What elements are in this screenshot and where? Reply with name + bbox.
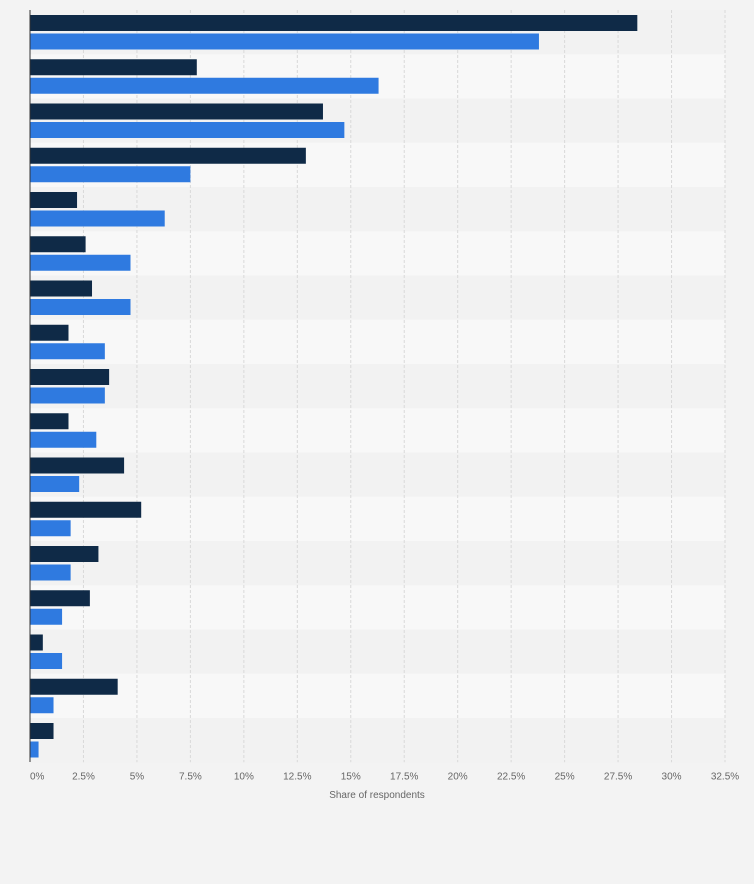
x-tick-label: 27.5% (604, 771, 632, 782)
x-tick-label: 12.5% (283, 771, 311, 782)
bar-series-2[interactable] (30, 608, 63, 625)
bar-series-1[interactable] (30, 678, 118, 695)
bar-series-1[interactable] (30, 324, 69, 341)
x-tick-label: 2.5% (72, 771, 95, 782)
bar-series-1[interactable] (30, 546, 99, 562)
bar-series-2[interactable] (30, 343, 105, 360)
bar-series-1[interactable] (30, 236, 86, 253)
bar-series-2[interactable] (30, 431, 97, 448)
row-band (30, 275, 725, 320)
x-tick-label: 10% (234, 771, 254, 782)
x-tick-label: 0% (30, 771, 45, 782)
x-axis-title: Share of respondents (329, 790, 425, 801)
row-band (30, 629, 725, 674)
x-tick-label: 32.5% (711, 771, 739, 782)
bar-series-1[interactable] (30, 590, 90, 607)
bar-series-2[interactable] (30, 122, 345, 138)
row-band (30, 319, 725, 364)
bar-series-1[interactable] (30, 413, 69, 430)
bar-series-1[interactable] (30, 103, 323, 120)
row-band (30, 496, 725, 541)
bar-series-2[interactable] (30, 741, 39, 758)
bar-series-2[interactable] (30, 476, 80, 492)
x-tick-label: 7.5% (179, 771, 202, 782)
bar-series-2[interactable] (30, 33, 539, 50)
bar-series-1[interactable] (30, 369, 110, 385)
bar-series-2[interactable] (30, 77, 379, 94)
row-band (30, 541, 725, 586)
x-tick-label: 5% (130, 771, 145, 782)
bar-series-2[interactable] (30, 653, 63, 669)
bar-series-1[interactable] (30, 723, 54, 739)
bar-series-2[interactable] (30, 299, 131, 315)
bar-series-2[interactable] (30, 564, 71, 581)
bar-series-1[interactable] (30, 147, 306, 164)
x-tick-label: 22.5% (497, 771, 525, 782)
bar-series-1[interactable] (30, 15, 638, 31)
x-tick-label: 25% (555, 771, 575, 782)
row-band (30, 585, 725, 630)
row-band (30, 673, 725, 718)
bar-series-2[interactable] (30, 387, 105, 404)
x-tick-label: 17.5% (390, 771, 418, 782)
x-tick-label: 30% (662, 771, 682, 782)
bar-series-2[interactable] (30, 520, 71, 537)
row-band (30, 718, 725, 763)
bar-series-2[interactable] (30, 697, 54, 714)
bar-series-1[interactable] (30, 457, 125, 474)
bar-series-2[interactable] (30, 166, 191, 183)
bar-series-1[interactable] (30, 192, 78, 208)
bar-series-1[interactable] (30, 501, 142, 518)
x-axis-ticks: 0% 2.5% 5% 7.5% 10% 12.5% 15% 17.5% 20% 22.5% 25% 2… (30, 771, 739, 782)
bar-series-2[interactable] (30, 210, 165, 227)
row-band (30, 364, 725, 409)
bar-series-1[interactable] (30, 634, 43, 651)
bars (30, 15, 638, 758)
bar-series-1[interactable] (30, 280, 93, 297)
x-tick-label: 15% (341, 771, 361, 782)
row-band (30, 408, 725, 453)
bar-series-2[interactable] (30, 254, 131, 271)
x-tick-label: 20% (448, 771, 468, 782)
row-band (30, 452, 725, 497)
bar-series-1[interactable] (30, 59, 197, 76)
row-band (30, 231, 725, 276)
